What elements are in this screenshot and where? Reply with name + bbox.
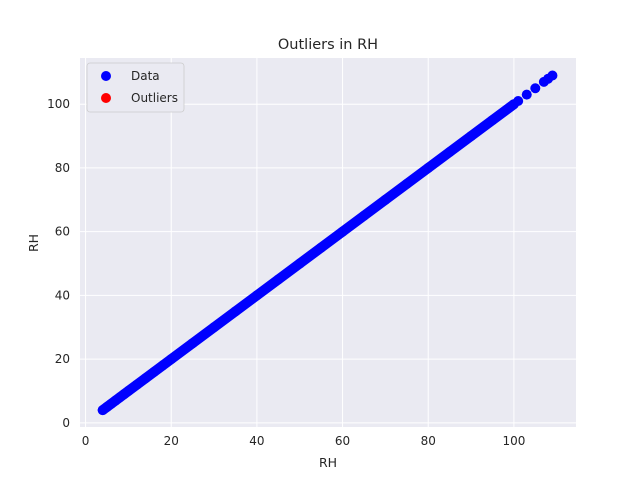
data-point	[251, 290, 262, 301]
data-point	[423, 162, 434, 173]
data-point	[140, 373, 151, 384]
x-tick-label: 40	[249, 434, 264, 448]
x-tick-label: 0	[82, 434, 90, 448]
data-point	[294, 258, 305, 269]
data-point	[444, 147, 455, 158]
data-point	[380, 194, 391, 205]
chart-title: Outliers in RH	[278, 37, 378, 53]
data-point	[187, 338, 198, 349]
data-point	[521, 89, 532, 100]
data-point	[337, 226, 348, 237]
data-point	[166, 354, 177, 365]
data-point	[230, 306, 241, 317]
legend-marker-outliers	[101, 93, 111, 103]
data-point	[513, 96, 524, 107]
data-point	[273, 274, 284, 285]
y-tick-label: 40	[55, 288, 70, 302]
grid-lines	[80, 58, 576, 427]
legend: Data Outliers	[86, 62, 185, 113]
y-axis-label: RH	[26, 234, 41, 252]
x-tick-label: 60	[335, 434, 350, 448]
x-tick-label: 20	[164, 434, 179, 448]
data-point	[401, 178, 412, 189]
x-tick-label: 100	[502, 434, 525, 448]
y-tick-label: 80	[55, 161, 70, 175]
x-tick-label: 80	[421, 434, 436, 448]
legend-label-outliers: Outliers	[131, 91, 178, 105]
data-point	[466, 131, 477, 142]
y-tick-label: 60	[55, 225, 70, 239]
data-point	[149, 366, 160, 377]
data-point	[209, 322, 220, 333]
data-point	[358, 210, 369, 221]
data-point	[487, 115, 498, 126]
x-axis-ticks: 0 20 40 60 80 100	[82, 434, 526, 448]
y-tick-label: 20	[55, 352, 70, 366]
data-point	[316, 242, 327, 253]
legend-box	[86, 62, 185, 113]
y-axis-ticks: 0 20 40 60 80 100	[47, 97, 70, 430]
y-tick-label: 100	[47, 97, 70, 111]
y-tick-label: 0	[62, 416, 70, 430]
data-point	[123, 385, 134, 396]
data-point	[157, 360, 168, 371]
x-axis-label: RH	[319, 455, 337, 470]
data-point	[131, 379, 142, 390]
data-point	[530, 83, 541, 94]
legend-marker-data	[101, 71, 111, 81]
data-point	[547, 70, 558, 81]
data-points	[97, 70, 558, 416]
legend-label-data: Data	[131, 69, 160, 83]
